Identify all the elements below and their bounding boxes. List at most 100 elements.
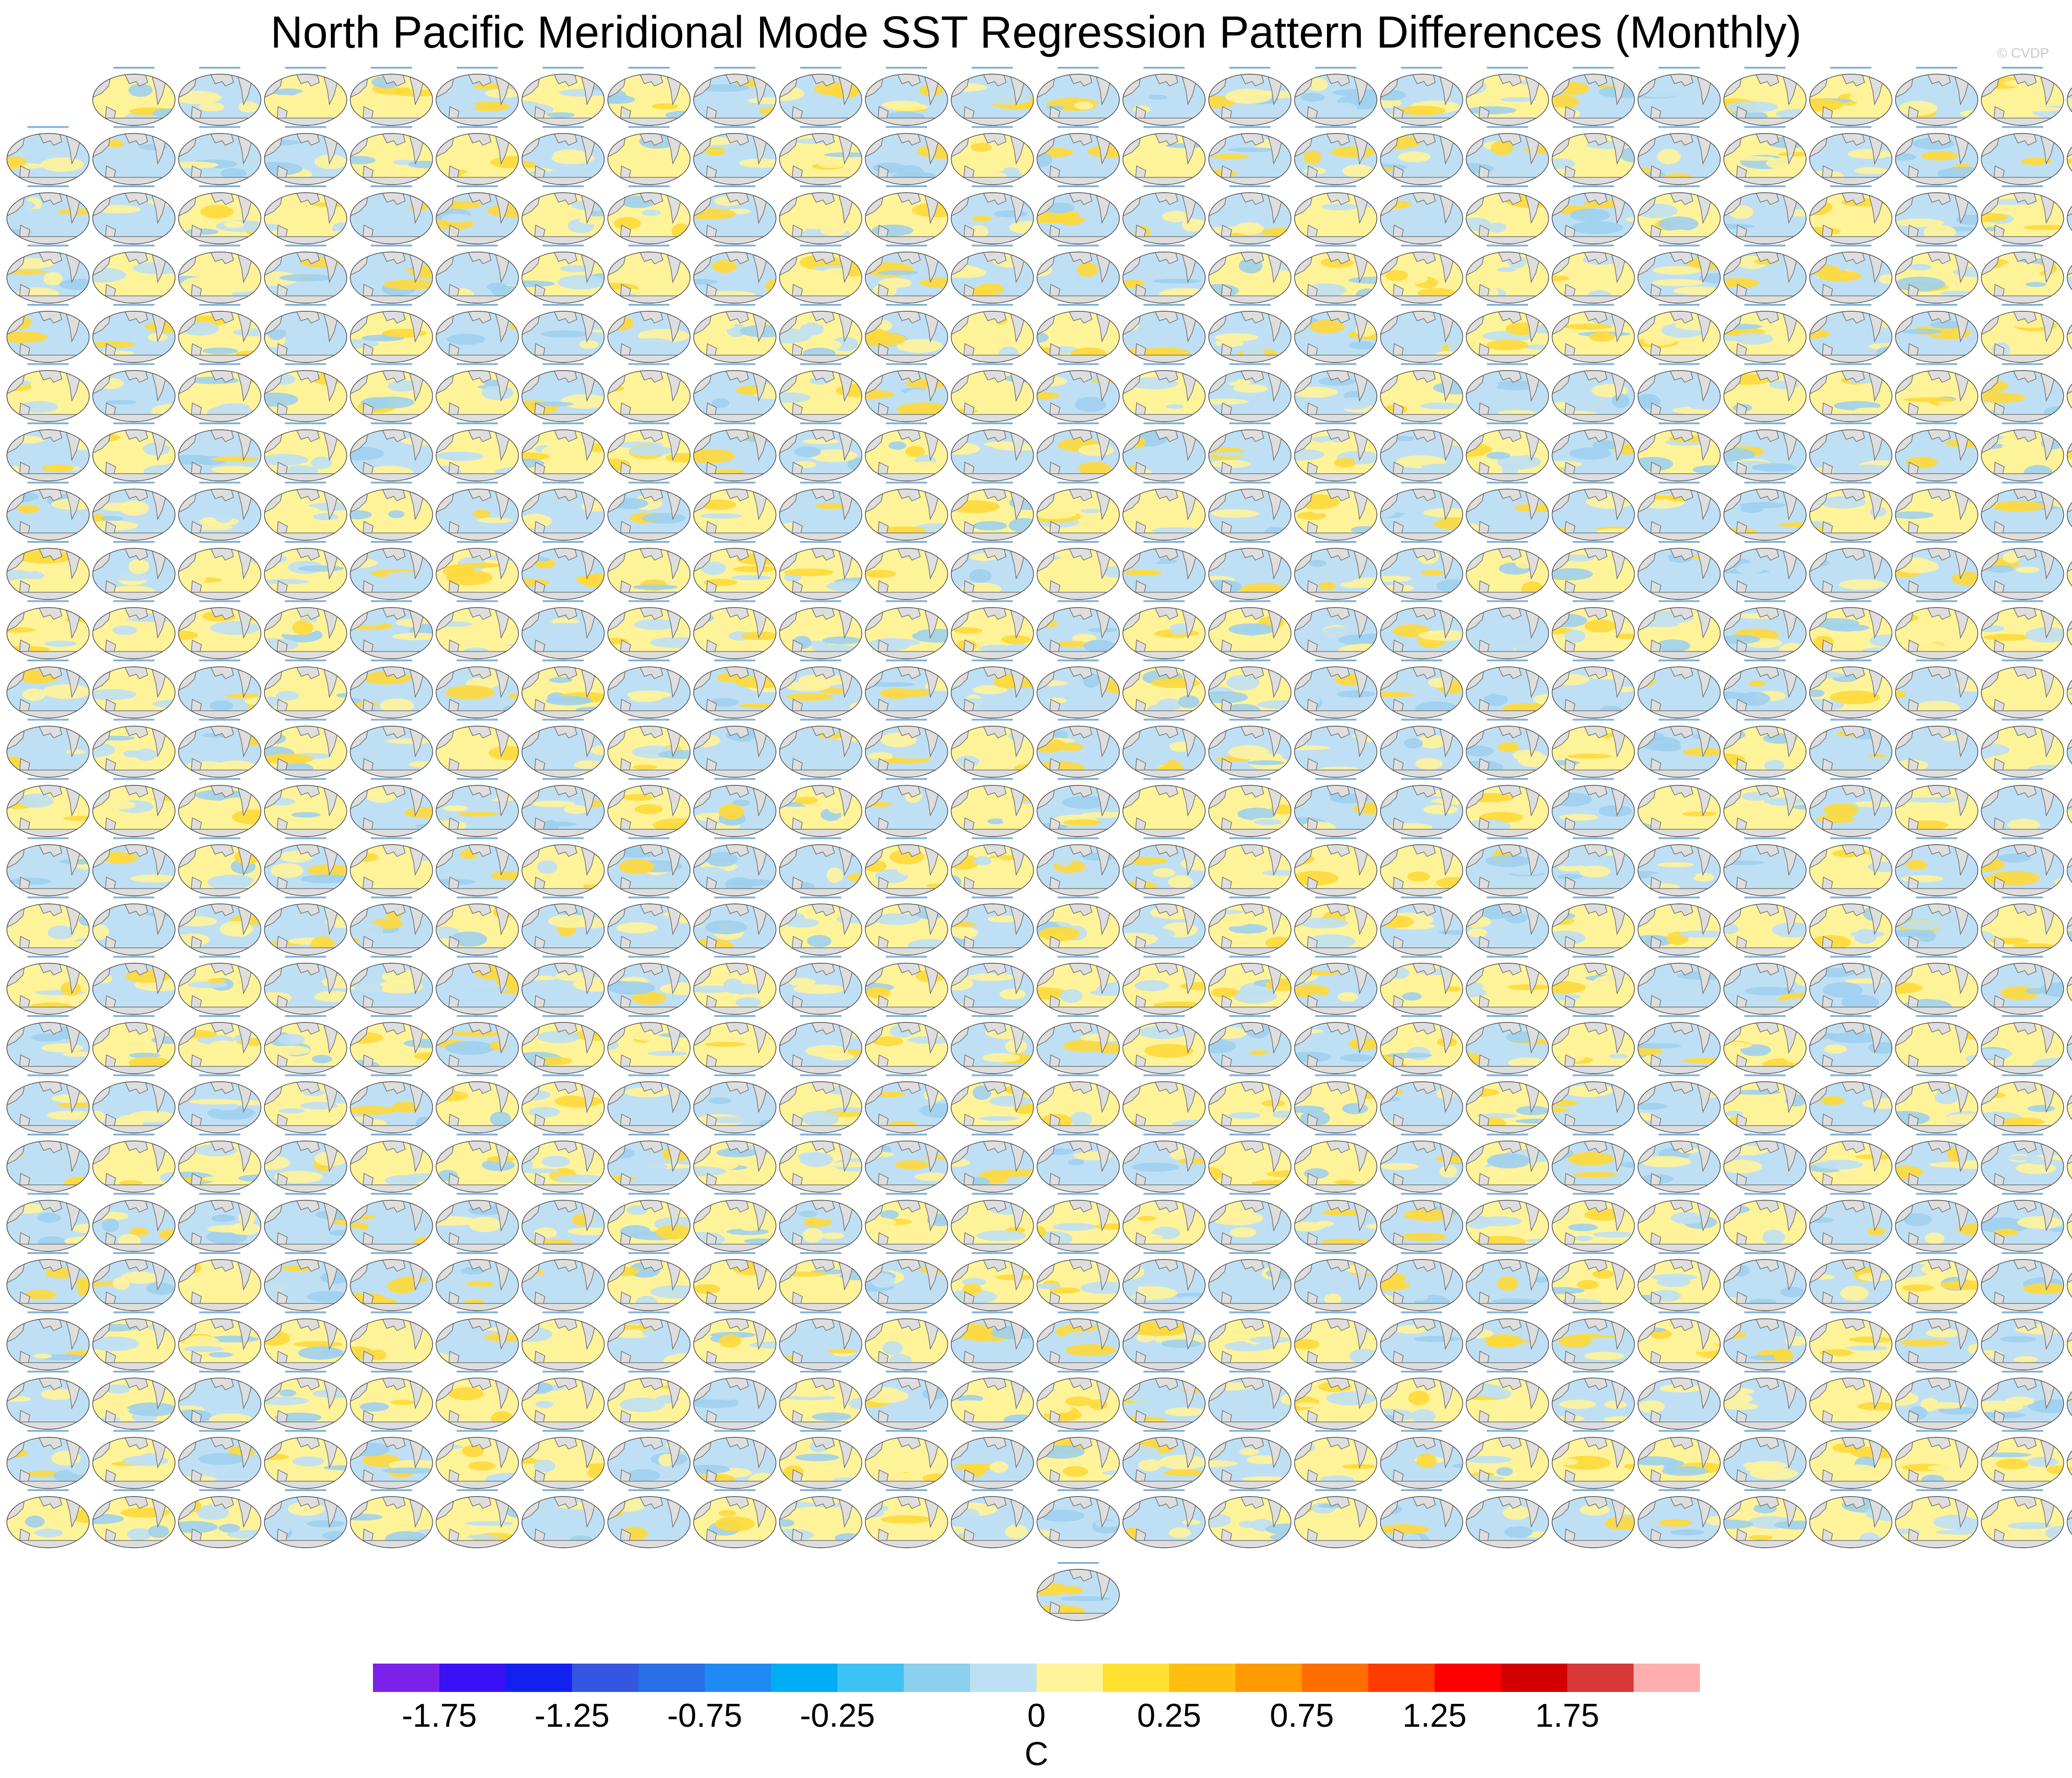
regression-map-panel [1637,422,1721,481]
regression-map-panel [865,1489,948,1548]
regression-map-panel [264,126,347,185]
regression-map-panel [436,244,519,304]
regression-map-panel [6,185,90,244]
regression-map-panel [693,1489,777,1548]
regression-map-panel [1895,600,1978,659]
regression-map-panel [1036,363,1120,422]
regression-map-panel [1208,185,1292,244]
regression-map-panel [779,304,863,363]
regression-map-panel [1981,659,2064,719]
colorbar-tick-label: -0.25 [800,1697,875,1734]
regression-map-panel [1122,541,1206,600]
regression-map-panel [607,778,691,837]
regression-map-panel [92,481,176,541]
regression-map-panel [1637,67,1721,126]
regression-map-panel [178,1311,261,1371]
regression-map-panel [350,1430,433,1489]
regression-map-panel [1208,600,1292,659]
regression-map-panel [1981,956,2064,1015]
regression-map-panel [1036,1074,1120,1134]
regression-map-panel [2067,844,2072,896]
regression-map-panel [1895,481,1978,541]
regression-map-panel [1036,185,1120,244]
regression-map-panel [1809,1489,1893,1548]
regression-map-panel [1552,481,1635,541]
regression-map-panel [264,1074,347,1134]
regression-map-panel [1380,1489,1463,1548]
regression-map-panel [6,719,90,778]
regression-map-panel [521,778,605,837]
colorbar-swatch [705,1664,771,1692]
regression-map-panel [1380,422,1463,481]
regression-map-panel [1208,304,1292,363]
regression-map-panel [350,956,433,1015]
regression-map-panel [607,719,691,778]
regression-map-panel [1294,304,1377,363]
regression-map-panel [693,481,777,541]
regression-map-panel [1809,1193,1893,1252]
regression-map-panel [178,659,261,719]
regression-map-panel [693,185,777,244]
regression-map-panel [178,600,261,659]
colorbar-tick-label: -0.75 [667,1697,742,1734]
regression-map-panel [607,659,691,719]
regression-map-panel [178,1371,261,1430]
regression-map-panel [865,1015,948,1074]
regression-map-panel [264,837,347,897]
regression-map-panel [6,1134,90,1193]
regression-map-panel [178,1074,261,1134]
regression-map-panel [865,363,948,422]
regression-map-panel [1036,778,1120,837]
regression-map-panel [1895,719,1978,778]
regression-map-panel [1466,304,1549,363]
regression-map-panel [607,1311,691,1371]
regression-map-panel [779,1430,863,1489]
regression-map-panel [1208,1015,1292,1074]
colorbar-tick-label: 0 [1027,1697,1046,1734]
regression-map-panel [436,1371,519,1430]
regression-map-panel [1294,1252,1377,1311]
regression-map-panel [1723,837,1807,897]
regression-map-panel [1294,1015,1377,1074]
regression-map-panel [521,1015,605,1074]
regression-map-panel [865,304,948,363]
regression-map-panel [779,422,863,481]
regression-map-panel [264,897,347,956]
regression-map-panel [1380,837,1463,897]
regression-map-panel [350,1134,433,1193]
regression-map-panel [1380,363,1463,422]
regression-map-panel [264,304,347,363]
regression-map-panel [1466,1193,1549,1252]
regression-map-panel [1895,304,1978,363]
regression-map-panel [436,1074,519,1134]
regression-map-panel [178,1015,261,1074]
regression-map-panel [1466,244,1549,304]
regression-map-panel [1895,1311,1978,1371]
regression-map-panel [1637,956,1721,1015]
regression-map-panel [607,897,691,956]
regression-map-panel [2067,1200,2072,1252]
regression-map-panel [693,67,777,126]
regression-map-panel [693,1193,777,1252]
regression-map-panel [2067,370,2072,422]
regression-map-panel [950,1311,1034,1371]
regression-map-panel [607,1015,691,1074]
regression-map-panel [1208,126,1292,185]
regression-map-panel [779,1252,863,1311]
regression-map-panel [779,1489,863,1548]
regression-map-panel [779,185,863,244]
regression-map-panel [1637,719,1721,778]
regression-map-panel [1981,185,2064,244]
regression-map-panel [1466,185,1549,244]
regression-map-panel [950,1430,1034,1489]
regression-map-panel [779,67,863,126]
regression-map-panel [950,126,1034,185]
regression-map-panel [1380,185,1463,244]
regression-map-panel [178,778,261,837]
regression-map-panel [436,837,519,897]
colorbar-tick-label: -1.75 [402,1697,477,1734]
regression-map-panel [178,422,261,481]
regression-map-panel [521,363,605,422]
regression-map-panel [1981,778,2064,837]
regression-map-panel [1809,422,1893,481]
